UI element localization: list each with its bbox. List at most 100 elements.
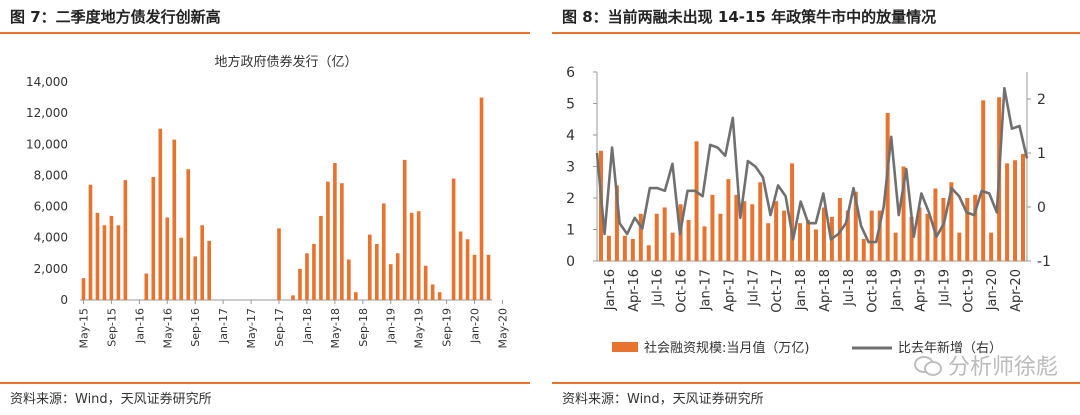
y-tick-label: 8,000 bbox=[34, 168, 68, 182]
x-tick-label: Jan-18 bbox=[301, 308, 314, 344]
bar bbox=[901, 166, 906, 261]
bar bbox=[102, 225, 107, 300]
y-tick-label: 12,000 bbox=[26, 106, 68, 120]
bar bbox=[486, 254, 491, 300]
x-tick-label: Sep-17 bbox=[273, 308, 286, 347]
bar bbox=[877, 210, 882, 261]
bar bbox=[374, 243, 379, 300]
right-figure-panel: 图 8：当前两融未出现 14-15 年政策牛市中的放量情况 0 1 2 3 4 5 6 -1 0… bbox=[552, 0, 1080, 415]
legend-bar-label: 社会融资规模:当月值（万亿) bbox=[644, 340, 809, 356]
right-y-tick-label: 2 bbox=[1037, 92, 1046, 108]
left-top-rule bbox=[0, 32, 530, 34]
chart-title: 地方政府债券发行（亿） bbox=[214, 54, 357, 70]
bar bbox=[646, 245, 651, 261]
x-tick-label: Jan-20 bbox=[985, 269, 1000, 311]
bar bbox=[151, 176, 156, 300]
left-y-tick-label: 2 bbox=[566, 191, 575, 207]
bar bbox=[465, 239, 470, 300]
x-tick-label: Oct-18 bbox=[866, 269, 881, 313]
x-tick-label: May-19 bbox=[413, 308, 426, 349]
bar bbox=[116, 225, 121, 300]
left-y-tick-label: 3 bbox=[566, 160, 575, 176]
bar bbox=[837, 198, 842, 261]
bar bbox=[718, 213, 723, 261]
bar bbox=[123, 180, 128, 300]
x-tick-label: Jan-16 bbox=[603, 269, 618, 311]
left-y-tick-label: 4 bbox=[566, 128, 575, 144]
bar bbox=[395, 253, 400, 300]
wechat-icon bbox=[913, 354, 942, 376]
y-tick-label: 4,000 bbox=[34, 231, 68, 245]
bar bbox=[813, 229, 818, 261]
x-tick-label: Jan-19 bbox=[890, 269, 905, 311]
bar bbox=[430, 284, 435, 300]
bar bbox=[81, 278, 86, 300]
legend-line-label: 比去年新增（右） bbox=[898, 340, 1002, 356]
bar bbox=[291, 295, 295, 300]
bar bbox=[354, 292, 358, 300]
bar bbox=[333, 162, 337, 300]
right-top-rule bbox=[552, 32, 1080, 34]
x-tick-label: Sep-19 bbox=[441, 308, 454, 347]
x-tick-label: Jan-17 bbox=[699, 269, 714, 311]
bar bbox=[630, 238, 635, 261]
bar bbox=[750, 204, 755, 261]
x-tick-label: Apr-16 bbox=[627, 269, 642, 312]
bar bbox=[347, 259, 351, 300]
left-source-note: 资料来源：Wind，天风证券研究所 bbox=[10, 392, 212, 407]
bar bbox=[193, 256, 198, 300]
bar bbox=[472, 254, 477, 300]
bar bbox=[451, 178, 456, 300]
x-tick-label: Jul-19 bbox=[937, 269, 952, 307]
bar bbox=[638, 213, 643, 261]
bar bbox=[957, 232, 962, 261]
legend-bar-swatch bbox=[612, 342, 638, 352]
bar bbox=[806, 220, 811, 261]
x-tick-label: Jan-16 bbox=[133, 308, 146, 344]
bar bbox=[144, 273, 149, 300]
bar bbox=[893, 232, 898, 261]
bar bbox=[973, 194, 978, 261]
bar bbox=[1005, 163, 1010, 261]
bar bbox=[790, 163, 795, 261]
left-y-tick-label: 5 bbox=[566, 97, 575, 113]
bar bbox=[1013, 160, 1018, 261]
bar bbox=[95, 212, 100, 300]
x-tick-label: May-15 bbox=[77, 308, 90, 349]
bar bbox=[340, 183, 344, 300]
x-tick-label: Apr-17 bbox=[722, 269, 737, 312]
bar bbox=[885, 112, 890, 261]
x-tick-label: May-17 bbox=[245, 308, 258, 349]
bar bbox=[686, 220, 691, 261]
x-tick-label: Apr-20 bbox=[1009, 269, 1024, 312]
bar bbox=[662, 207, 667, 261]
bar bbox=[702, 226, 707, 261]
x-tick-label: Jul-17 bbox=[746, 269, 761, 307]
bar bbox=[409, 212, 414, 300]
left-y-tick-label: 1 bbox=[566, 223, 575, 239]
bar bbox=[989, 232, 994, 261]
x-tick-label: Oct-17 bbox=[770, 269, 785, 313]
right-figure-title: 图 8：当前两融未出现 14-15 年政策牛市中的放量情况 bbox=[562, 8, 937, 26]
bar bbox=[981, 100, 986, 261]
bar bbox=[845, 210, 850, 261]
bar bbox=[622, 235, 627, 261]
y-tick-label: 0 bbox=[60, 293, 68, 307]
bar bbox=[965, 198, 970, 261]
bar bbox=[734, 194, 739, 261]
bar bbox=[388, 264, 393, 300]
bar bbox=[933, 188, 938, 261]
bar bbox=[774, 201, 779, 261]
bar bbox=[670, 232, 675, 261]
bar bbox=[949, 182, 954, 261]
bar bbox=[654, 213, 659, 261]
bar bbox=[710, 194, 715, 261]
bar bbox=[917, 207, 922, 261]
y-tick-label: 6,000 bbox=[34, 200, 68, 214]
x-tick-label: Jan-20 bbox=[469, 308, 482, 344]
left-figure-title: 图 7：二季度地方债发行创新高 bbox=[10, 8, 221, 26]
x-tick-label: Jan-19 bbox=[385, 308, 398, 344]
x-tick-label: Oct-16 bbox=[675, 269, 690, 313]
bar bbox=[312, 243, 316, 300]
bar bbox=[367, 234, 372, 300]
